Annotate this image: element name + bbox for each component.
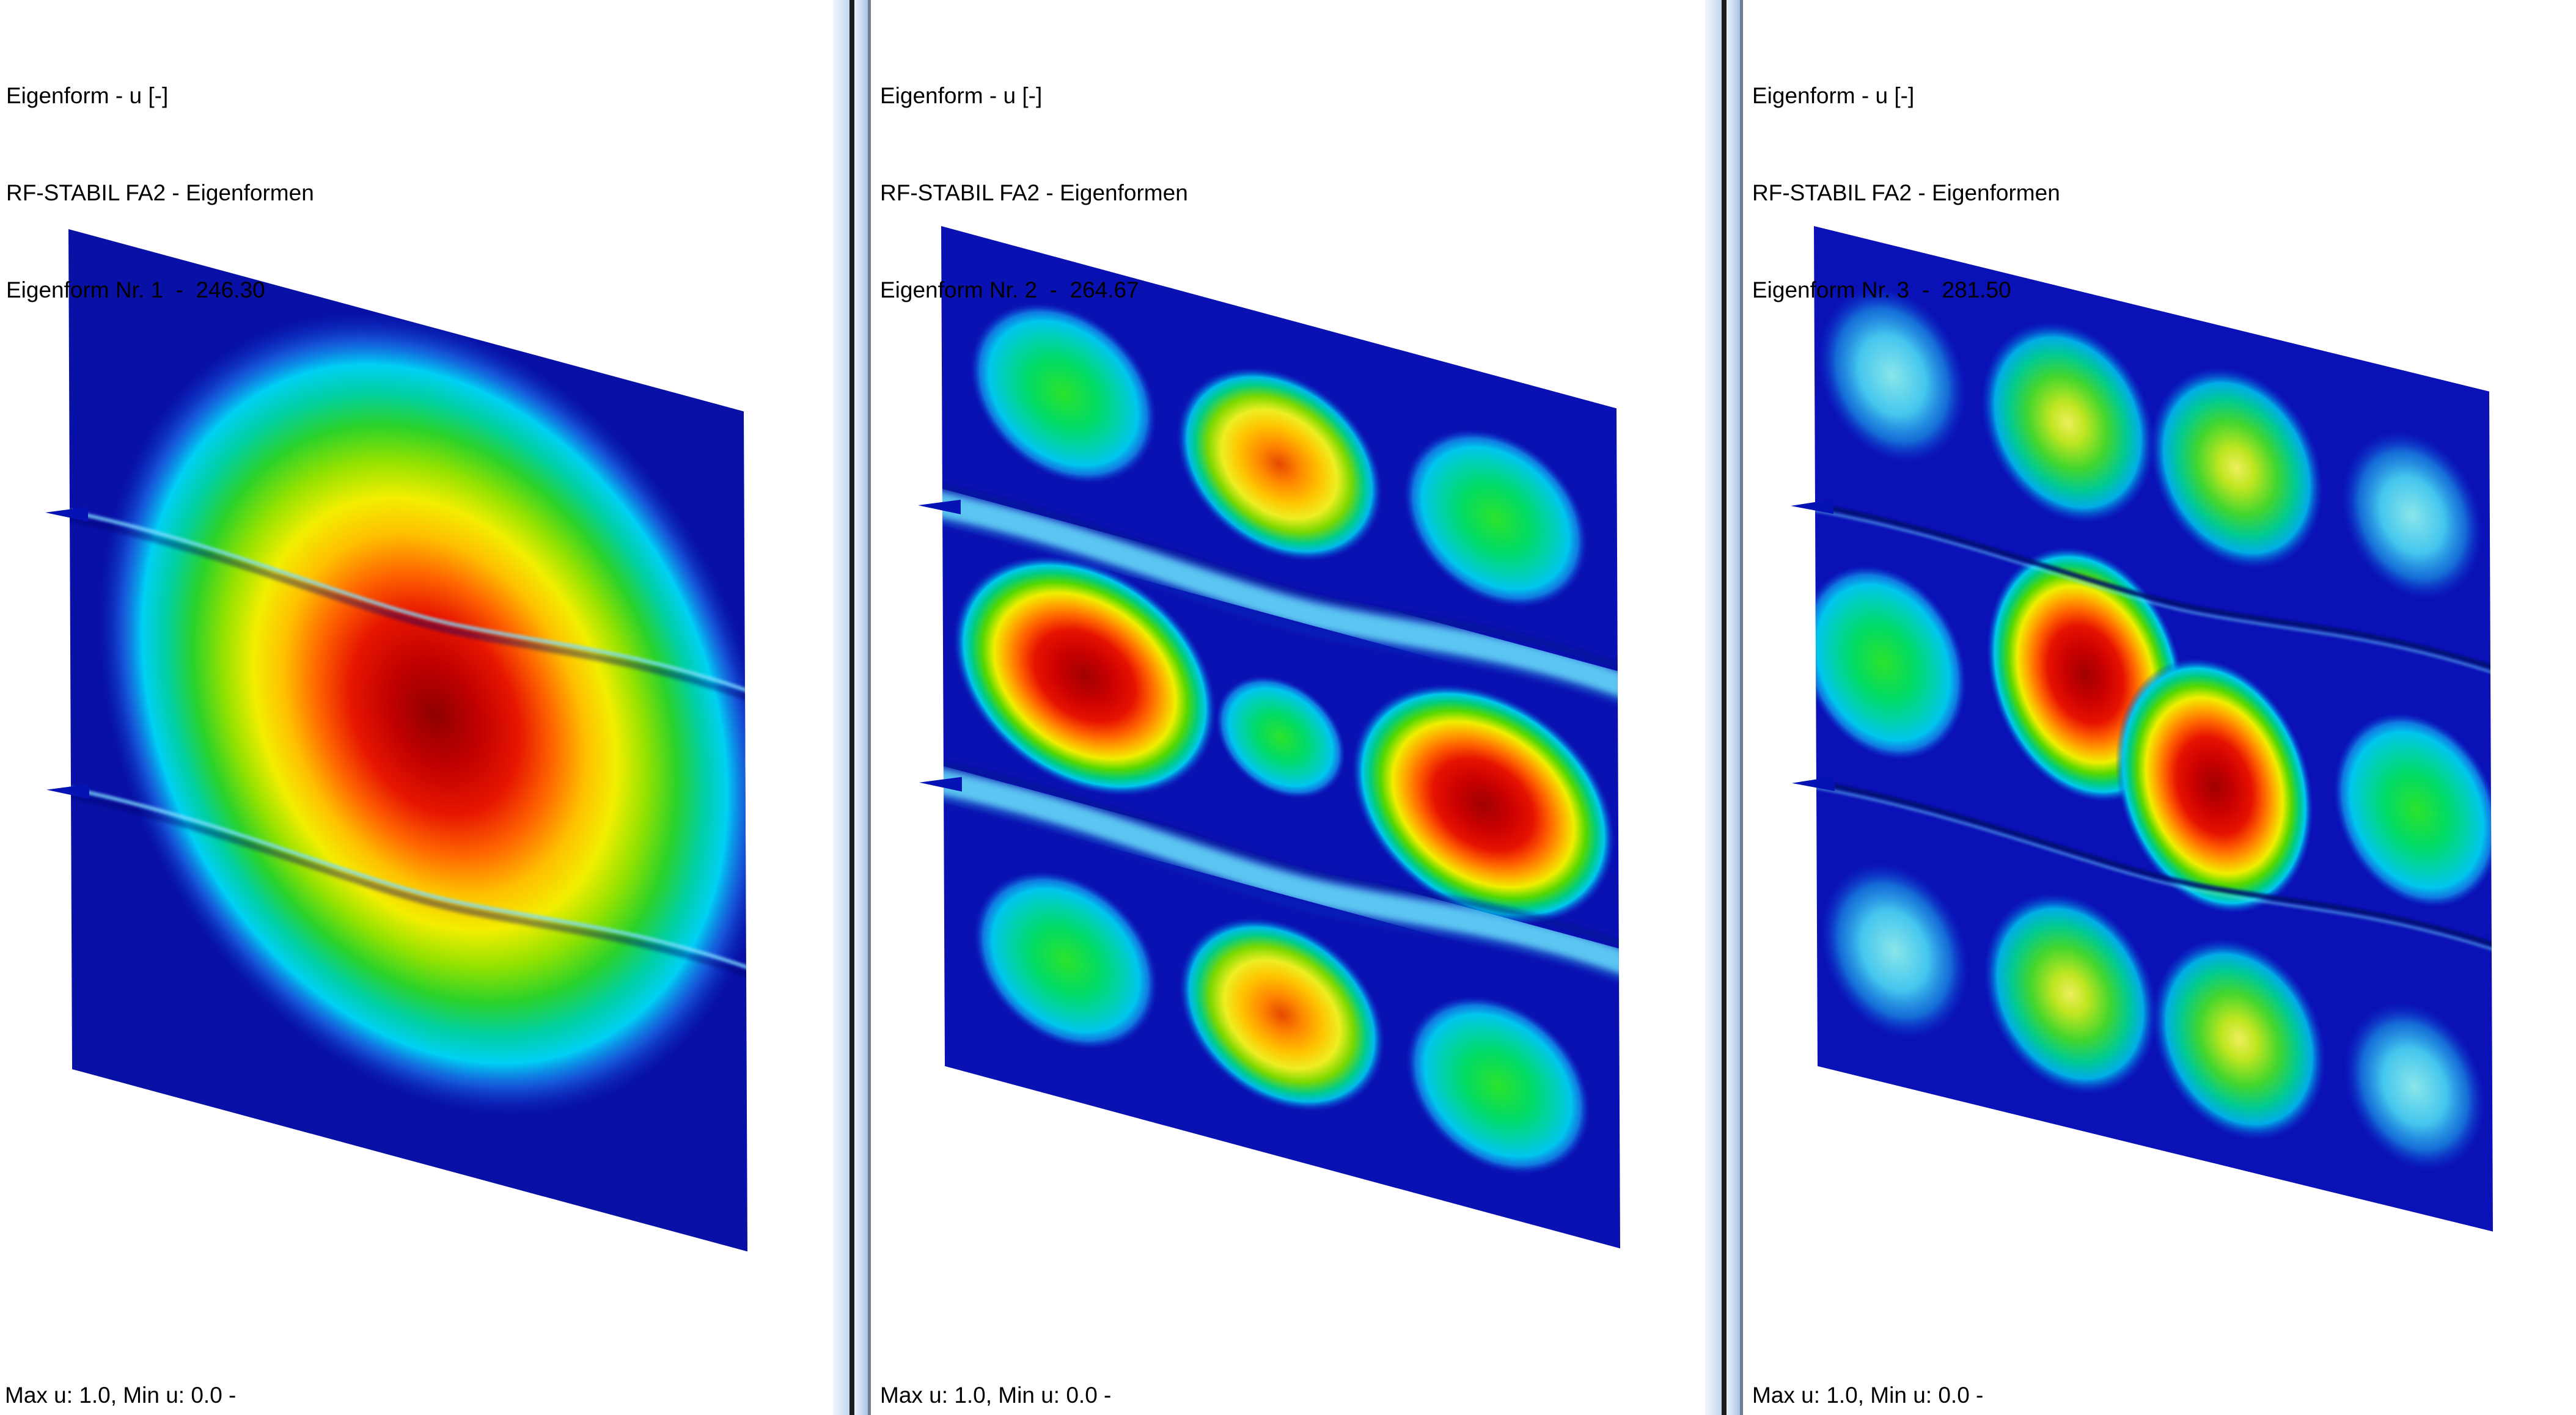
result-header-3: Eigenform - u [-] RF-STABIL FA2 - Eigenf… bbox=[1752, 15, 2060, 371]
analysis-case-label: RF-STABIL FA2 - Eigenformen bbox=[1752, 180, 2060, 205]
mode-shape-blob-red bbox=[1352, 684, 1615, 925]
mode-shape-blob-yellow bbox=[2149, 367, 2324, 569]
minmax-label-3: Max u: 1.0, Min u: 0.0 - bbox=[1752, 1383, 1984, 1408]
mode-shape-blob-yellow bbox=[1981, 321, 2155, 524]
crease-line bbox=[941, 515, 1621, 706]
eigenform-number-label: Eigenform Nr. 3 - 281.50 bbox=[1752, 277, 2011, 302]
eigenform-view-1[interactable] bbox=[0, 0, 833, 1415]
panel-eigenform-2: Eigenform - u [-] RF-STABIL FA2 - Eigenf… bbox=[871, 0, 1705, 1415]
splitter-frame-right bbox=[1727, 0, 1740, 1415]
panel-eigenform-3: Eigenform - u [-] RF-STABIL FA2 - Eigenf… bbox=[1743, 0, 2576, 1415]
splitter-frame-left bbox=[833, 0, 849, 1415]
mode-shape-blob-cyan bbox=[2344, 1001, 2486, 1172]
eigenform-contour-plot bbox=[918, 226, 1621, 1249]
eigenform-view-3[interactable] bbox=[1743, 0, 2576, 1415]
mode-shape-blob-green bbox=[1406, 996, 1590, 1175]
eigenform-number-label: Eigenform Nr. 1 - 246.30 bbox=[6, 277, 265, 302]
mode-shape-blob-yellow bbox=[2152, 938, 2326, 1141]
result-type-label: Eigenform - u [-] bbox=[6, 83, 169, 108]
mode-shape-blob-green bbox=[1814, 565, 1967, 761]
crease-line bbox=[941, 480, 1621, 672]
support-spike bbox=[918, 499, 961, 514]
support-spikes bbox=[1791, 499, 1835, 791]
mode-shape-blob-cyan bbox=[1820, 862, 1970, 1040]
crease-line bbox=[68, 505, 748, 695]
result-header-1: Eigenform - u [-] RF-STABIL FA2 - Eigenf… bbox=[6, 15, 314, 371]
crease-line bbox=[941, 756, 1621, 949]
support-spikes bbox=[918, 499, 963, 792]
splitter-frame-right bbox=[854, 0, 868, 1415]
crease-line bbox=[1814, 777, 2493, 949]
mode-shape-blob-cyan bbox=[2341, 430, 2483, 601]
panel-splitter-2[interactable] bbox=[1705, 0, 1743, 1415]
eigenform-contour-plot bbox=[1791, 226, 2493, 1232]
splitter-inner-line bbox=[849, 0, 854, 1415]
result-type-label: Eigenform - u [-] bbox=[1752, 83, 1915, 108]
plate-clip-group bbox=[941, 226, 1621, 1249]
crease-line bbox=[68, 510, 748, 703]
plate-sheared-group bbox=[68, 229, 748, 1252]
result-type-label: Eigenform - u [-] bbox=[880, 83, 1043, 108]
crease-line bbox=[1814, 783, 2493, 953]
eigenform-number-label: Eigenform Nr. 2 - 264.67 bbox=[880, 277, 1139, 302]
mode-shape-blob-yellow bbox=[1983, 892, 2157, 1095]
crease-line bbox=[941, 764, 1621, 978]
crease-line bbox=[1814, 505, 2493, 676]
analysis-case-label: RF-STABIL FA2 - Eigenformen bbox=[880, 180, 1188, 205]
mode-shape-blob-cyan bbox=[1818, 287, 1967, 464]
mode-shape-blob-orange bbox=[1179, 917, 1385, 1112]
plate-clip-group bbox=[68, 229, 748, 1252]
plate-sheared-group bbox=[941, 226, 1621, 1249]
minmax-label-1: Max u: 1.0, Min u: 0.0 - bbox=[5, 1383, 237, 1408]
splitter-inner-line bbox=[1722, 0, 1727, 1415]
support-spike bbox=[1792, 776, 1835, 791]
splitter-border-line bbox=[868, 0, 871, 1415]
splitter-frame-left bbox=[1705, 0, 1722, 1415]
eigenform-contour-plot bbox=[45, 229, 748, 1252]
crease-line bbox=[941, 487, 1621, 700]
crease-line bbox=[941, 792, 1621, 983]
support-spike bbox=[46, 784, 90, 799]
support-spike bbox=[45, 506, 89, 522]
crease-line bbox=[68, 788, 748, 980]
crease-line bbox=[68, 783, 748, 972]
mode-shape-blob-green bbox=[1404, 429, 1588, 608]
mode-shape-blob-green bbox=[2333, 712, 2493, 908]
splitter-border-line bbox=[1740, 0, 1743, 1415]
mode-shape-blob-orange bbox=[1176, 367, 1382, 561]
minmax-label-2: Max u: 1.0, Min u: 0.0 - bbox=[880, 1383, 1112, 1408]
panel-eigenform-1: Eigenform - u [-] RF-STABIL FA2 - Eigenf… bbox=[0, 0, 833, 1415]
analysis-case-label: RF-STABIL FA2 - Eigenformen bbox=[6, 180, 314, 205]
mode-shape-blob-green bbox=[1216, 676, 1346, 799]
support-spike bbox=[919, 777, 963, 792]
plate-sheared-group bbox=[1814, 226, 2493, 1232]
mode-shape-blob-mega bbox=[98, 312, 748, 1116]
panel-splitter-1[interactable] bbox=[833, 0, 871, 1415]
mode-shape-blob-red bbox=[953, 555, 1216, 797]
crease-line bbox=[1814, 499, 2493, 672]
mode-shape-blob-green bbox=[974, 871, 1158, 1050]
result-header-2: Eigenform - u [-] RF-STABIL FA2 - Eigenf… bbox=[880, 15, 1188, 371]
support-spikes bbox=[45, 506, 90, 799]
plate-clip-group bbox=[1814, 226, 2493, 1232]
eigenform-view-2[interactable] bbox=[871, 0, 1705, 1415]
mode-shape-blob-red bbox=[2115, 658, 2314, 913]
mode-shape-blob-green bbox=[970, 302, 1156, 484]
support-spike bbox=[1791, 499, 1834, 514]
